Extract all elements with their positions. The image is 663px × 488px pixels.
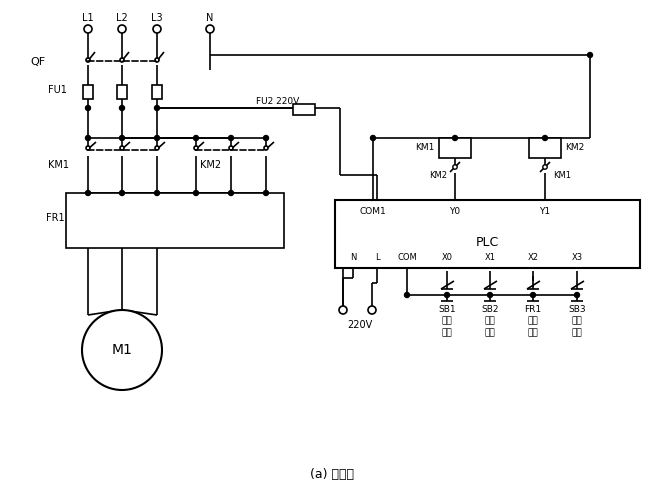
Circle shape [120,58,124,62]
Circle shape [453,136,457,141]
Bar [335,200,640,268]
Text: 过载: 过载 [528,317,538,325]
Circle shape [339,306,347,314]
Circle shape [487,292,493,298]
Circle shape [155,58,159,62]
Circle shape [543,165,547,169]
Circle shape [86,105,91,110]
Bar [439,138,471,158]
Bar [293,104,315,115]
Text: COM1: COM1 [359,207,387,217]
Circle shape [119,190,125,196]
Bar [529,138,561,158]
Text: Y1: Y1 [540,207,550,217]
Text: X1: X1 [485,253,495,263]
Circle shape [119,105,125,110]
Text: N: N [350,253,356,263]
Circle shape [575,292,579,298]
Text: FU2 220V: FU2 220V [256,97,299,105]
Text: KM2: KM2 [200,160,221,170]
Circle shape [263,190,269,196]
Text: 反转: 反转 [485,317,495,325]
Bar [117,85,127,99]
Text: X2: X2 [528,253,538,263]
Circle shape [229,190,233,196]
Circle shape [154,136,160,141]
Text: COM: COM [397,253,417,263]
Circle shape [153,25,161,33]
Text: KM1: KM1 [48,160,69,170]
Text: QF: QF [30,57,45,67]
Circle shape [194,190,198,196]
Circle shape [264,146,268,150]
Text: 按钮: 按钮 [485,328,495,338]
Text: PLC: PLC [476,236,499,248]
Circle shape [155,146,159,150]
Circle shape [229,146,233,150]
Circle shape [194,136,198,141]
Circle shape [154,190,160,196]
Circle shape [120,146,124,150]
Circle shape [542,136,548,141]
Text: M1: M1 [111,343,133,357]
Text: Y0: Y0 [450,207,461,217]
Text: KM1: KM1 [553,170,571,180]
Text: SB1: SB1 [438,305,456,313]
Circle shape [229,136,233,141]
Circle shape [206,25,214,33]
Text: 正转: 正转 [442,317,452,325]
Text: KM2: KM2 [565,143,584,152]
Circle shape [119,136,125,141]
Text: FR1: FR1 [524,305,542,313]
Text: L: L [375,253,379,263]
Circle shape [404,292,410,298]
Text: L2: L2 [116,13,128,23]
Text: X3: X3 [572,253,583,263]
Circle shape [118,25,126,33]
Text: 按钮: 按钮 [572,328,582,338]
Circle shape [86,58,90,62]
Circle shape [84,25,92,33]
Bar [66,193,284,248]
Bar [83,85,93,99]
Circle shape [194,146,198,150]
Circle shape [530,292,536,298]
Text: SB2: SB2 [481,305,499,313]
Text: (a) 接线图: (a) 接线图 [310,468,354,482]
Text: SB3: SB3 [568,305,586,313]
Text: 停止: 停止 [572,317,582,325]
Bar [152,85,162,99]
Circle shape [587,53,593,58]
Circle shape [86,136,91,141]
Circle shape [444,292,450,298]
Circle shape [371,136,375,141]
Text: 按钮: 按钮 [442,328,452,338]
Text: KM1: KM1 [416,143,435,152]
Text: L3: L3 [151,13,163,23]
Circle shape [154,105,160,110]
Text: KM2: KM2 [429,170,447,180]
Circle shape [86,146,90,150]
Text: FU1: FU1 [48,85,67,95]
Circle shape [453,165,457,169]
Text: 保护: 保护 [528,328,538,338]
Text: 220V: 220V [347,320,373,330]
Circle shape [86,190,91,196]
Circle shape [368,306,376,314]
Text: N: N [206,13,213,23]
Circle shape [263,136,269,141]
Text: FR1: FR1 [46,213,64,223]
Text: X0: X0 [442,253,453,263]
Text: L1: L1 [82,13,93,23]
Circle shape [82,310,162,390]
